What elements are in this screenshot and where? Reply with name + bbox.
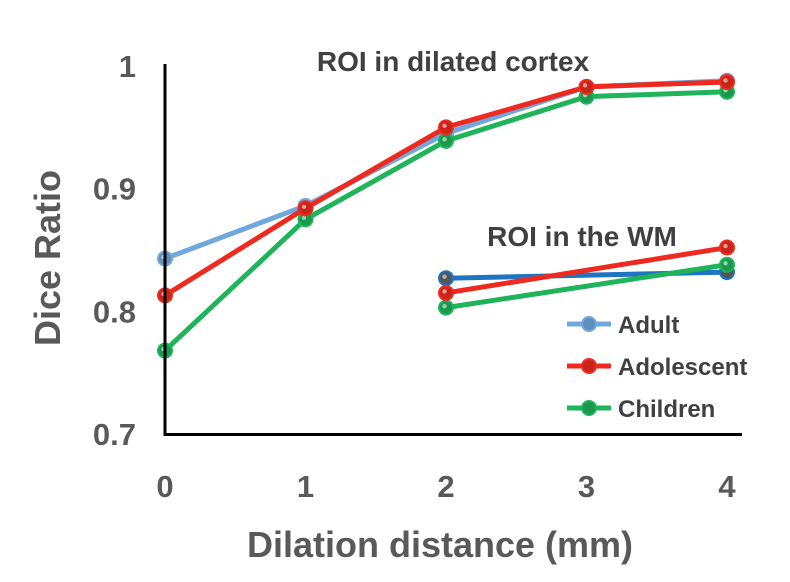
series-layer bbox=[157, 72, 735, 359]
y-axis-title: Dice Ratio bbox=[27, 170, 68, 346]
y-tick-label: 0.9 bbox=[93, 172, 136, 207]
data-point-highlight bbox=[442, 123, 447, 129]
data-point-highlight bbox=[442, 137, 447, 142]
data-point-highlight bbox=[723, 78, 728, 83]
data-point-highlight bbox=[723, 243, 728, 249]
x-tick-labels: 0 1 2 3 4 bbox=[156, 469, 736, 504]
legend-item-adult: Adult bbox=[567, 312, 679, 339]
legend-item-adolescent: Adolescent bbox=[567, 354, 747, 381]
legend-swatch-marker bbox=[581, 400, 597, 416]
series-line bbox=[443, 245, 730, 296]
x-tick-label: 1 bbox=[297, 469, 314, 504]
x-tick-label: 3 bbox=[578, 469, 595, 504]
data-point-highlight bbox=[301, 215, 307, 221]
series-adolescent-wm bbox=[438, 239, 735, 301]
y-tick-label: 0.7 bbox=[93, 417, 136, 452]
y-tick-labels: 0.7 0.8 0.9 1 bbox=[93, 49, 136, 452]
series-adolescent-cortex bbox=[157, 73, 735, 304]
data-point-highlight bbox=[442, 274, 447, 279]
annotation-wm: ROI in the WM bbox=[487, 221, 677, 252]
legend: Adult Adolescent Children bbox=[567, 312, 747, 423]
data-point-highlight bbox=[442, 289, 447, 294]
legend-label: Adult bbox=[618, 312, 679, 339]
legend-label: Adolescent bbox=[618, 354, 747, 381]
x-axis-title: Dilation distance (mm) bbox=[247, 524, 633, 565]
data-point-highlight bbox=[723, 261, 728, 266]
series-line bbox=[443, 262, 730, 311]
x-tick-label: 2 bbox=[437, 469, 454, 504]
x-tick-label: 0 bbox=[156, 469, 173, 504]
legend-label: Children bbox=[618, 396, 715, 423]
legend-swatch-marker bbox=[581, 358, 597, 374]
y-tick-label: 1 bbox=[119, 49, 136, 84]
x-tick-label: 4 bbox=[718, 469, 736, 504]
y-tick-label: 0.8 bbox=[93, 294, 136, 329]
annotation-cortex: ROI in dilated cortex bbox=[317, 46, 590, 77]
data-point-highlight bbox=[301, 204, 307, 209]
legend-item-children: Children bbox=[567, 396, 715, 423]
legend-swatch-marker bbox=[581, 316, 597, 332]
data-point-highlight bbox=[442, 303, 447, 309]
data-point-highlight bbox=[582, 83, 588, 88]
